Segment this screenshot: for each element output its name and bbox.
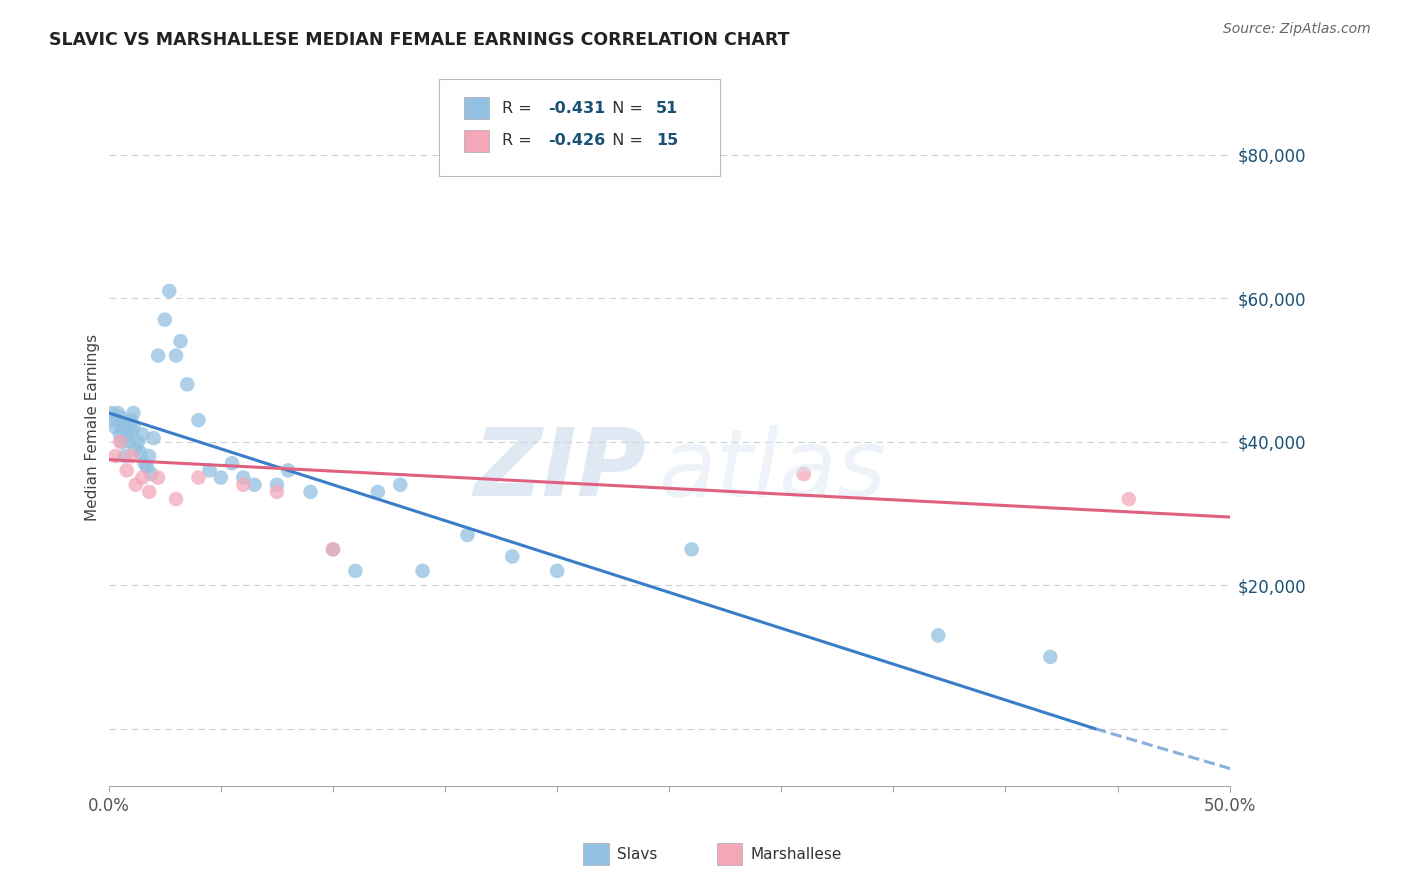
Text: -0.431: -0.431	[548, 101, 606, 116]
Point	[104, 449, 127, 463]
Point	[131, 427, 153, 442]
Point	[793, 467, 815, 481]
Text: ZIP: ZIP	[474, 425, 647, 516]
Point	[108, 409, 131, 424]
Text: SLAVIC VS MARSHALLESE MEDIAN FEMALE EARNINGS CORRELATION CHART: SLAVIC VS MARSHALLESE MEDIAN FEMALE EARN…	[49, 31, 790, 49]
Point	[169, 334, 191, 349]
Point	[232, 470, 254, 484]
Point	[146, 349, 169, 363]
Point	[138, 484, 160, 499]
Point	[111, 434, 134, 449]
Text: Marshallese: Marshallese	[751, 847, 842, 862]
Point	[131, 470, 153, 484]
Point	[135, 459, 157, 474]
Text: R =: R =	[502, 101, 537, 116]
Point	[104, 420, 127, 434]
Point	[456, 528, 478, 542]
Point	[107, 406, 129, 420]
Point	[114, 449, 136, 463]
Point	[412, 564, 434, 578]
Point	[122, 406, 145, 420]
Point	[120, 424, 142, 438]
Point	[122, 420, 145, 434]
Point	[124, 477, 146, 491]
Y-axis label: Median Female Earnings: Median Female Earnings	[86, 334, 100, 521]
Point	[209, 470, 232, 484]
Point	[1039, 650, 1062, 665]
Point	[322, 542, 344, 557]
Point	[1118, 492, 1140, 507]
Point	[322, 542, 344, 557]
Text: N =: N =	[602, 101, 648, 116]
Point	[138, 449, 160, 463]
Text: atlas: atlas	[658, 425, 886, 516]
Point	[153, 312, 176, 326]
Text: -0.426: -0.426	[548, 134, 606, 148]
Point	[127, 434, 149, 449]
Text: 51: 51	[655, 101, 678, 116]
FancyBboxPatch shape	[464, 97, 489, 120]
Point	[501, 549, 523, 564]
Text: N =: N =	[602, 134, 648, 148]
Point	[681, 542, 703, 557]
Point	[115, 463, 138, 477]
Point	[134, 456, 156, 470]
Text: 15: 15	[655, 134, 678, 148]
FancyBboxPatch shape	[440, 79, 720, 176]
Point	[103, 413, 125, 427]
Point	[389, 477, 412, 491]
Point	[176, 377, 198, 392]
Point	[927, 628, 949, 642]
Point	[546, 564, 568, 578]
Point	[299, 484, 322, 499]
Point	[141, 467, 163, 481]
Point	[187, 413, 209, 427]
Text: R =: R =	[502, 134, 537, 148]
Point	[100, 406, 122, 420]
Point	[198, 463, 221, 477]
Point	[221, 456, 243, 470]
Point	[124, 442, 146, 456]
Point	[115, 427, 138, 442]
Point	[142, 431, 165, 445]
FancyBboxPatch shape	[464, 129, 489, 152]
Point	[344, 564, 367, 578]
Point	[266, 484, 288, 499]
Point	[114, 417, 136, 431]
Point	[120, 413, 142, 427]
Point	[367, 484, 389, 499]
Text: Slavs: Slavs	[617, 847, 658, 862]
Point	[129, 445, 152, 459]
Point	[165, 492, 187, 507]
Point	[165, 349, 187, 363]
Point	[187, 470, 209, 484]
Point	[157, 284, 180, 298]
Point	[232, 477, 254, 491]
Point	[120, 449, 142, 463]
Point	[111, 420, 134, 434]
Point	[108, 434, 131, 449]
Point	[277, 463, 299, 477]
Point	[118, 434, 141, 449]
Text: Source: ZipAtlas.com: Source: ZipAtlas.com	[1223, 22, 1371, 37]
Point	[146, 470, 169, 484]
Point	[243, 477, 266, 491]
Point	[108, 427, 131, 442]
Point	[266, 477, 288, 491]
